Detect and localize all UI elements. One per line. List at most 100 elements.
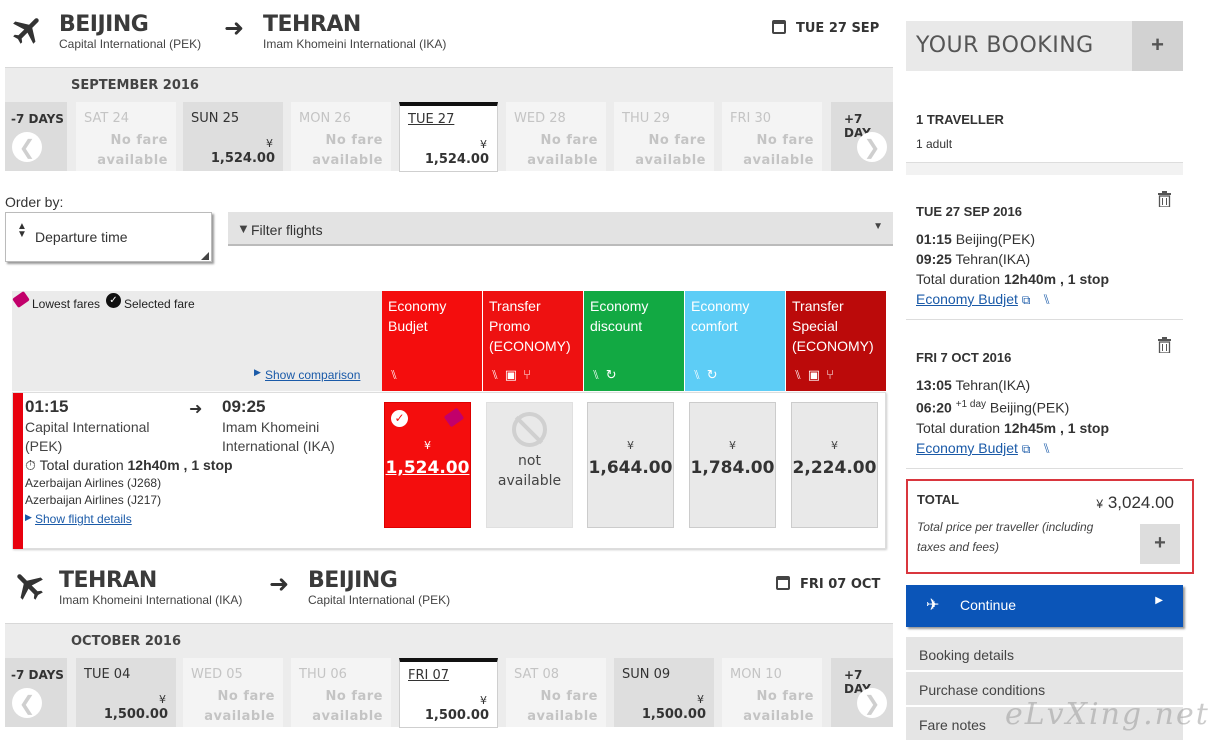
duration-value: 12h40m , 1 stop xyxy=(1003,271,1109,287)
day-cell[interactable]: MON 10 No fare available xyxy=(722,658,822,727)
currency: ¥ xyxy=(159,693,166,706)
fare-family-header[interactable]: Economy comfort ⑊↻ xyxy=(685,291,785,391)
chevron-down-icon: ▼ xyxy=(873,221,883,232)
day-cell[interactable]: SAT 24 No fare available xyxy=(76,102,176,171)
day-cell[interactable]: MON 26 No fare available xyxy=(291,102,391,171)
tab-purchase-conditions[interactable]: Purchase conditions xyxy=(906,672,1183,706)
inbound-date: FRI 07 OCT xyxy=(776,576,880,592)
fare-option-selected[interactable]: ✓ ¥ 1,524.00 xyxy=(384,402,471,528)
day-cell[interactable]: SUN 09 ¥ 1,500.00 xyxy=(614,658,714,727)
caret-right-icon: ▶ xyxy=(1155,595,1163,606)
fare-family-header[interactable]: Economy Budjet ⑊ xyxy=(382,291,482,391)
fare-family-name: Economy Budjet xyxy=(388,298,447,334)
tab-fare-notes[interactable]: Fare notes xyxy=(906,707,1183,741)
day-cell-selected[interactable]: FRI 07 ¥ 1,500.00 xyxy=(399,658,498,728)
order-by-select[interactable]: ▲ ▼ Departure time xyxy=(5,212,212,262)
plane-icon: ✈ xyxy=(926,597,940,614)
leg-arrival: 09:25 Tehran(IKA) xyxy=(916,249,1030,269)
seat-bag-meal-icons: ⑊▣⑂ xyxy=(794,367,840,382)
watermark: eLvXing.net xyxy=(1005,697,1210,732)
outbound-header: BEIJING Capital International (PEK) ➜ TE… xyxy=(0,0,900,62)
external-link-icon[interactable]: ⧉ xyxy=(1021,442,1031,456)
next-week-button[interactable]: +7 DAY ❯ xyxy=(831,102,893,171)
fare-option[interactable]: ¥ 1,784.00 xyxy=(689,402,776,528)
arrow-right-icon: ➜ xyxy=(224,15,245,42)
fare-option[interactable]: ¥ 2,224.00 xyxy=(791,402,878,528)
fare-option[interactable]: ¥ 1,644.00 xyxy=(587,402,674,528)
fare-family-name: Transfer Promo (ECONOMY) xyxy=(489,298,571,354)
day-cell[interactable]: TUE 04 ¥ 1,500.00 xyxy=(76,658,176,727)
show-flight-details-link[interactable]: Show flight details xyxy=(35,512,132,526)
stopwatch-icon: ⏱ xyxy=(25,457,36,473)
total-label: TOTAL xyxy=(917,492,960,507)
from-airport: Capital International (PEK) xyxy=(59,37,202,51)
travellers-card: 1 TRAVELLER 1 adult xyxy=(906,82,1183,163)
dep-place: Tehran(IKA) xyxy=(955,377,1031,393)
next-week-button[interactable]: +7 DAY ❯ xyxy=(831,658,893,727)
day-cell[interactable]: WED 05 No fare available xyxy=(183,658,283,727)
no-fare-line1: No fare xyxy=(648,133,706,148)
total-note: Total price per traveller (including tax… xyxy=(917,520,1094,554)
day-name: TUE 27 xyxy=(408,112,455,127)
no-fare-line2: available xyxy=(204,709,275,724)
external-link-icon[interactable]: ⧉ xyxy=(1021,293,1031,307)
leg-date: FRI 7 OCT 2016 xyxy=(916,350,1012,365)
day-cell[interactable]: FRI 30 No fare available xyxy=(722,102,822,171)
continue-button[interactable]: ✈ Continue ▶ xyxy=(906,585,1183,627)
currency: ¥ xyxy=(627,439,634,452)
tab-booking-details[interactable]: Booking details xyxy=(906,637,1183,671)
fare-amount: 1,524.00 xyxy=(385,458,470,478)
total-expand-button[interactable]: + xyxy=(1140,524,1180,564)
expand-plus-button[interactable]: + xyxy=(1132,21,1183,71)
day-cell[interactable]: WED 28 No fare available xyxy=(506,102,606,171)
dep-place: Beijing(PEK) xyxy=(955,231,1036,247)
day-price: 1,500.00 xyxy=(103,707,168,722)
sort-icon: ▲ ▼ xyxy=(17,221,27,240)
fare-family-header[interactable]: Transfer Promo (ECONOMY) ⑊▣⑂ xyxy=(483,291,583,391)
day-cell-selected[interactable]: TUE 27 ¥ 1,524.00 xyxy=(399,102,498,172)
fare-link[interactable]: Economy Budjet xyxy=(916,440,1018,456)
day-cell[interactable]: THU 06 No fare available xyxy=(291,658,391,727)
currency: ¥ xyxy=(480,694,487,707)
currency: ¥ xyxy=(424,439,431,452)
no-fare-text: No fare available xyxy=(527,131,598,171)
day-cell[interactable]: SUN 25 ¥ 1,524.00 xyxy=(183,102,283,171)
fare-link[interactable]: Economy Budjet xyxy=(916,291,1018,307)
duration-value: 12h45m , 1 stop xyxy=(1003,420,1109,436)
day-name: SAT 24 xyxy=(84,111,129,126)
outbound-calendar: SEPTEMBER 2016 -7 DAYS ❮ SAT 24 No fare a… xyxy=(5,67,893,172)
arr-place: Tehran(IKA) xyxy=(955,251,1031,267)
fare-amount: 1,784.00 xyxy=(690,458,775,478)
order-by-label: Order by: xyxy=(5,194,64,210)
leg-fare: Economy Budjet ⧉ ⑊ xyxy=(916,438,1051,459)
show-comparison-link[interactable]: Show comparison xyxy=(265,368,361,382)
trash-icon[interactable] xyxy=(1158,337,1171,353)
prev-week-button[interactable]: -7 DAYS ❮ xyxy=(5,658,67,727)
fare-family-header[interactable]: Economy discount ⑊↻ xyxy=(584,291,684,391)
day-price: 1,500.00 xyxy=(424,708,489,723)
currency: ¥ xyxy=(831,439,838,452)
departure-airport: Capital International (PEK) xyxy=(25,419,150,454)
next-day-marker: +1 day xyxy=(955,399,987,410)
to-city: TEHRAN xyxy=(263,12,361,37)
leg-card-inbound: FRI 7 OCT 2016 13:05 Tehran(IKA) 06:20 +… xyxy=(906,321,1183,469)
day-cell[interactable]: SAT 08 No fare available xyxy=(506,658,606,727)
not-available-line1: not xyxy=(518,453,541,469)
trash-icon[interactable] xyxy=(1158,191,1171,207)
prev-week-button[interactable]: -7 DAYS ❮ xyxy=(5,102,67,171)
legend-lowest: Lowest fares xyxy=(32,297,101,311)
day-cell[interactable]: THU 29 No fare available xyxy=(614,102,714,171)
filter-flights-dropdown[interactable]: ▼ Filter flights ▼ xyxy=(228,212,893,246)
check-circle-icon: ✓ xyxy=(106,293,121,308)
fare-amount: 2,224.00 xyxy=(792,458,877,478)
fare-family-header[interactable]: Transfer Special (ECONOMY) ⑊▣⑂ xyxy=(786,291,886,391)
not-available-line2: available xyxy=(497,473,562,489)
fare-family-name: Economy discount xyxy=(590,298,649,334)
continue-label: Continue xyxy=(960,597,1017,613)
no-fare-line1: No fare xyxy=(110,133,168,148)
fare-option-unavailable: not available xyxy=(486,402,573,528)
order-by-value: Departure time xyxy=(35,229,128,245)
duration-value: 12h40m , 1 stop xyxy=(127,457,233,473)
inbound-header: TEHRAN Imam Khomeini International (IKA)… xyxy=(0,556,900,618)
no-fare-line1: No fare xyxy=(756,689,814,704)
